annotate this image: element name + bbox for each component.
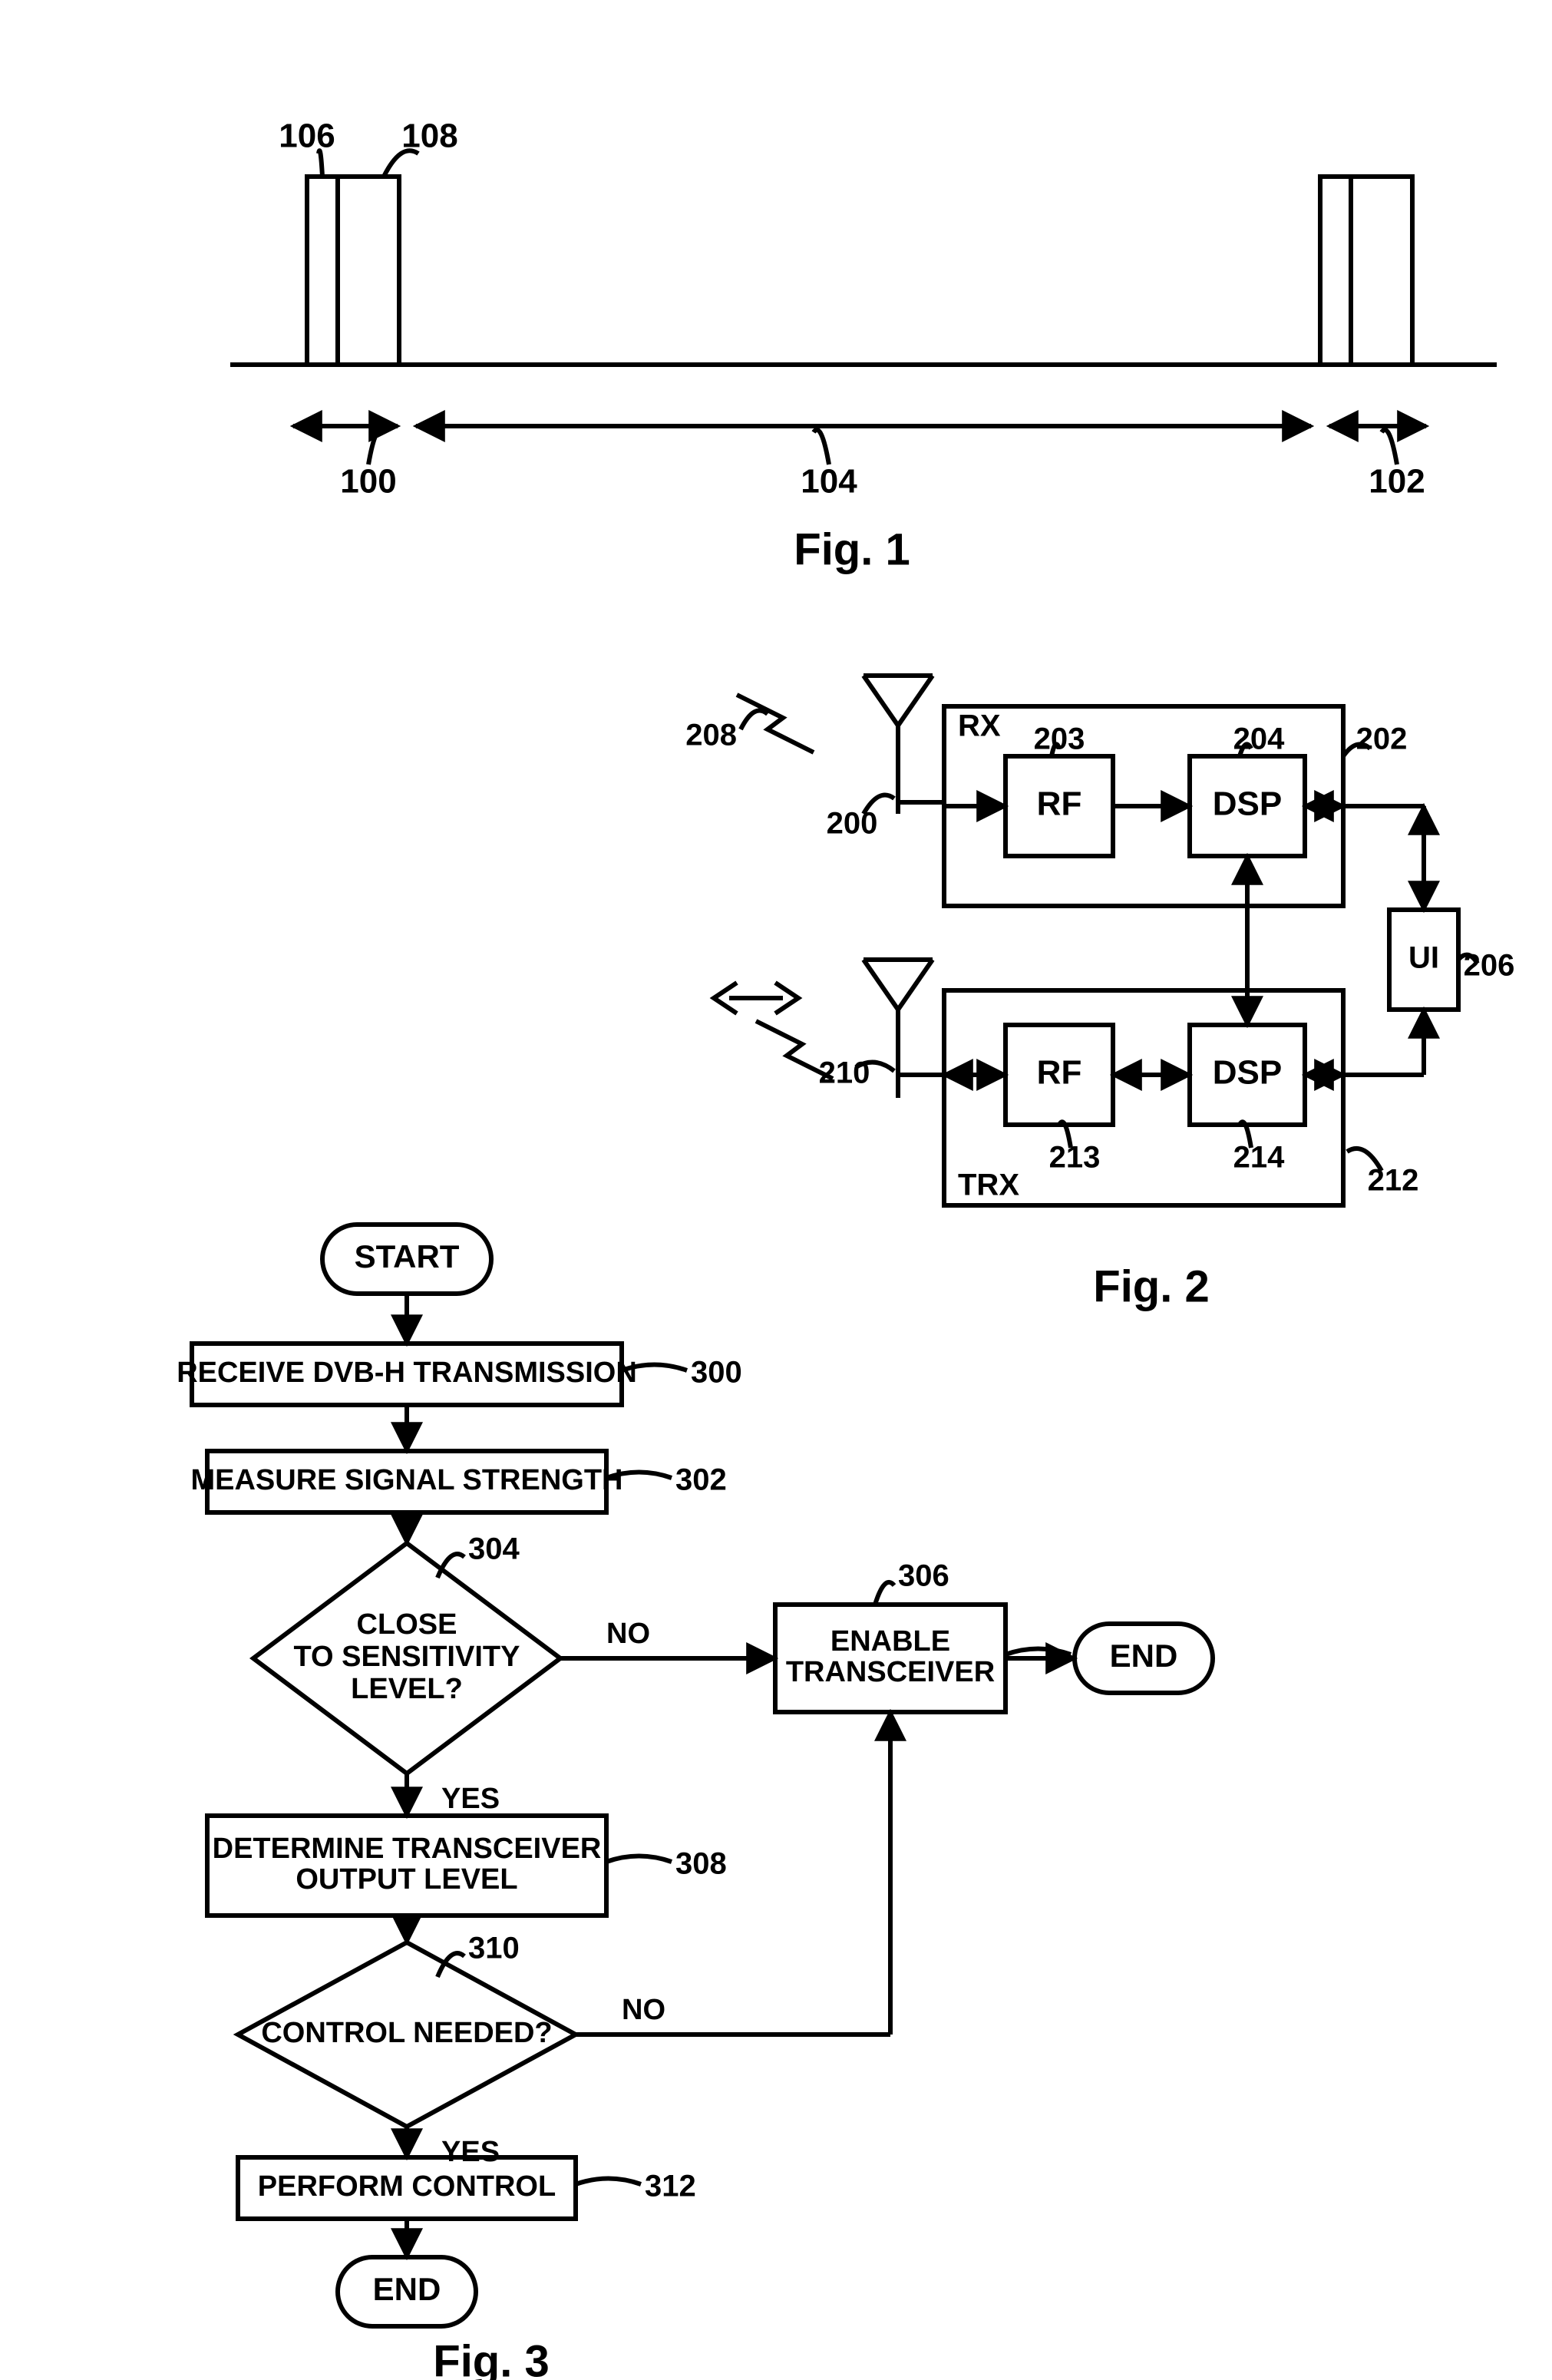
svg-text:Fig. 3: Fig. 3 xyxy=(433,2336,549,2380)
svg-text:END: END xyxy=(373,2271,441,2307)
svg-text:214: 214 xyxy=(1233,1141,1285,1175)
svg-text:106: 106 xyxy=(279,117,335,155)
svg-text:TO SENSITIVITY: TO SENSITIVITY xyxy=(294,1641,520,1673)
svg-text:RECEIVE DVB-H TRANSMISSION: RECEIVE DVB-H TRANSMISSION xyxy=(177,1357,637,1389)
svg-text:END: END xyxy=(1110,1638,1178,1674)
svg-text:200: 200 xyxy=(827,807,878,841)
svg-text:210: 210 xyxy=(819,1056,870,1090)
svg-text:YES: YES xyxy=(441,2136,500,2168)
fig1: 106108100104102Fig. 1 xyxy=(230,117,1497,575)
svg-text:MEASURE SIGNAL STRENGTH: MEASURE SIGNAL STRENGTH xyxy=(190,1464,622,1496)
svg-text:CLOSE: CLOSE xyxy=(357,1608,457,1641)
svg-text:CONTROL NEEDED?: CONTROL NEEDED? xyxy=(261,2017,552,2049)
svg-text:TRANSCEIVER: TRANSCEIVER xyxy=(786,1656,995,1688)
svg-text:DETERMINE TRANSCEIVER: DETERMINE TRANSCEIVER xyxy=(213,1833,602,1865)
svg-text:LEVEL?: LEVEL? xyxy=(351,1673,463,1705)
svg-text:302: 302 xyxy=(675,1463,727,1497)
svg-text:NO: NO xyxy=(622,1994,665,2026)
svg-text:202: 202 xyxy=(1356,722,1408,756)
svg-text:NO: NO xyxy=(606,1618,650,1650)
svg-text:YES: YES xyxy=(441,1783,500,1815)
svg-text:102: 102 xyxy=(1369,463,1425,501)
svg-text:Fig. 2: Fig. 2 xyxy=(1093,1261,1209,1311)
svg-text:304: 304 xyxy=(468,1532,520,1566)
svg-text:TRX: TRX xyxy=(958,1169,1019,1202)
svg-text:PERFORM CONTROL: PERFORM CONTROL xyxy=(258,2170,556,2203)
svg-text:OUTPUT LEVEL: OUTPUT LEVEL xyxy=(296,1863,517,1896)
svg-text:208: 208 xyxy=(685,719,737,752)
svg-text:100: 100 xyxy=(340,463,396,501)
svg-text:308: 308 xyxy=(675,1847,727,1881)
svg-text:300: 300 xyxy=(691,1356,742,1390)
svg-text:RF: RF xyxy=(1037,785,1082,823)
svg-text:RF: RF xyxy=(1037,1054,1082,1092)
svg-text:RX: RX xyxy=(958,709,1001,743)
svg-text:Fig. 1: Fig. 1 xyxy=(794,524,910,574)
svg-text:START: START xyxy=(355,1238,460,1274)
fig3: START RECEIVE DVB-H TRANSMISSION 300 MEASUR… xyxy=(177,1225,1213,2380)
fig2: RXRFDSP203204202200208TRXRFDSP2132142122… xyxy=(685,676,1514,1311)
svg-text:306: 306 xyxy=(898,1559,949,1593)
svg-text:UI: UI xyxy=(1408,941,1439,975)
svg-text:104: 104 xyxy=(801,463,857,501)
svg-text:203: 203 xyxy=(1034,722,1085,756)
svg-text:ENABLE: ENABLE xyxy=(830,1625,950,1658)
svg-text:310: 310 xyxy=(468,1932,520,1965)
svg-text:212: 212 xyxy=(1368,1164,1419,1198)
svg-text:213: 213 xyxy=(1049,1141,1101,1175)
svg-text:DSP: DSP xyxy=(1213,785,1282,823)
svg-text:312: 312 xyxy=(645,2170,696,2203)
svg-text:DSP: DSP xyxy=(1213,1054,1282,1092)
